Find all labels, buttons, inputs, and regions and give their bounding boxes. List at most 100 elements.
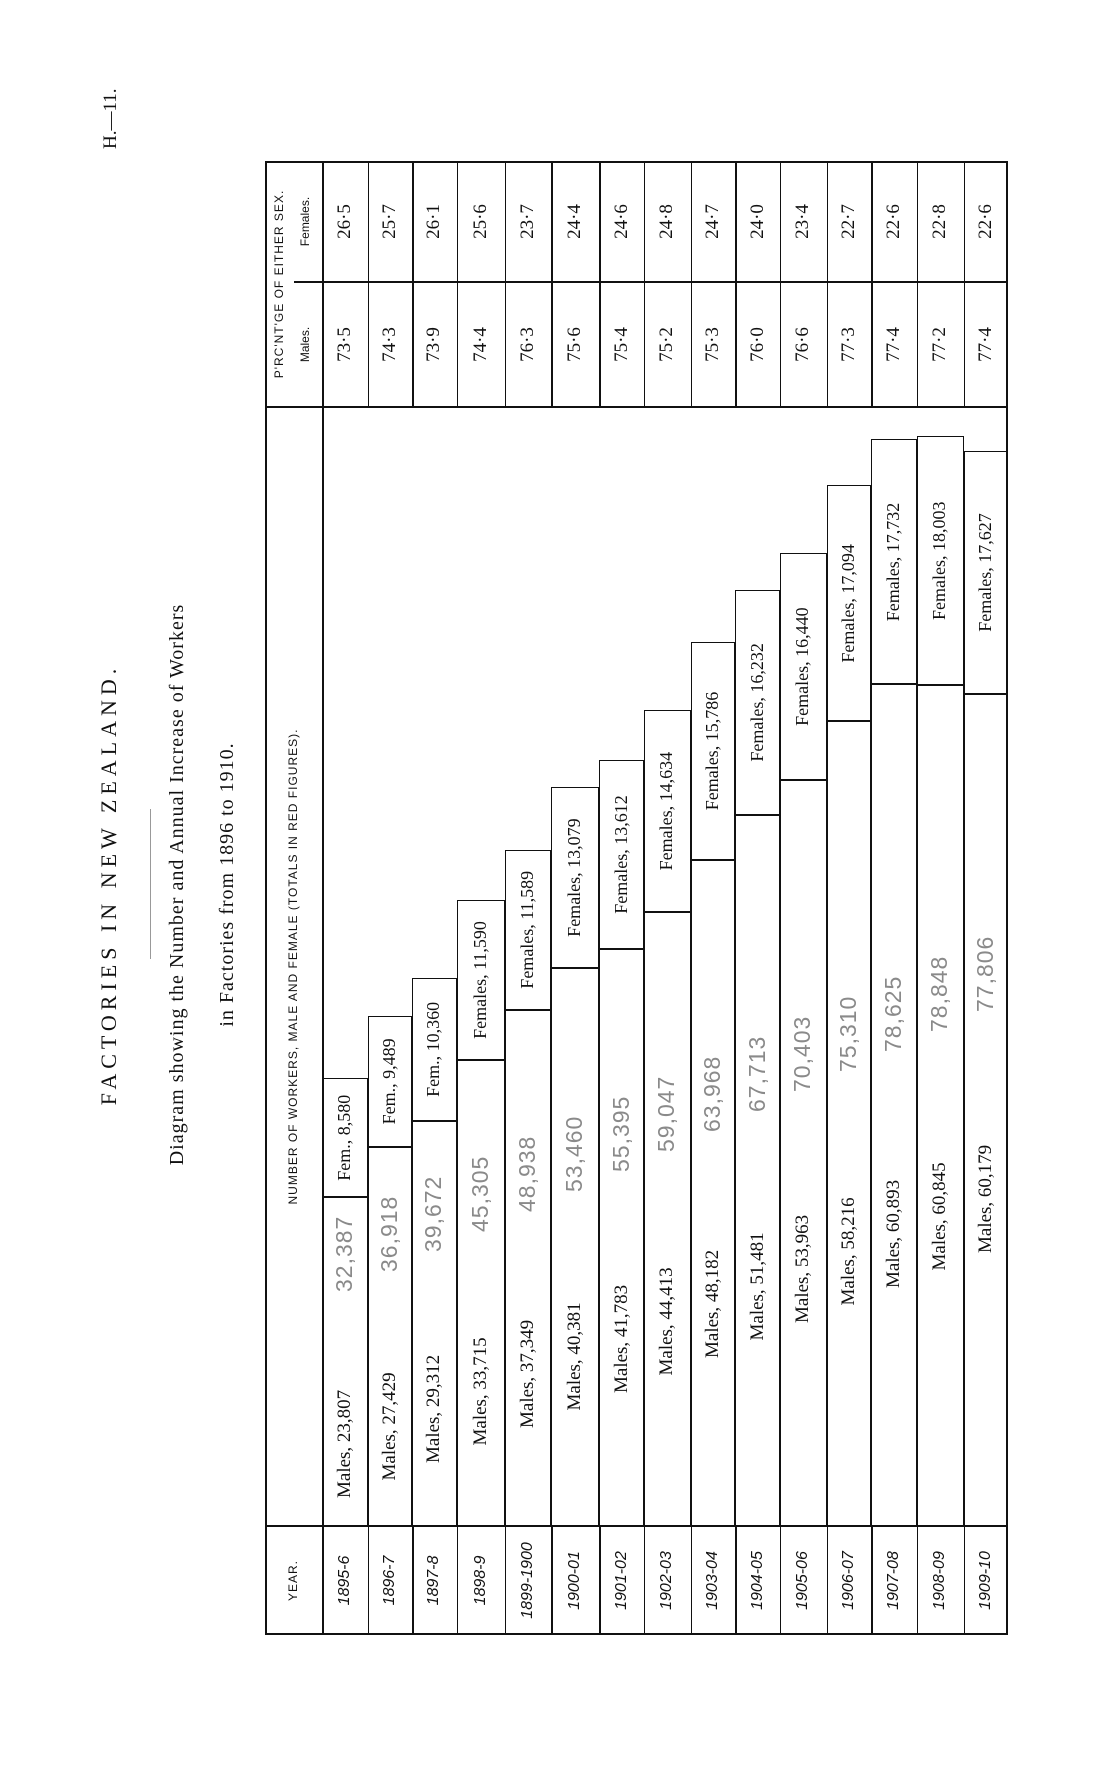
total-label: 78,848 [926,955,953,1032]
males-label: Males, 23,807 [334,1389,356,1498]
percent-males: 75·3 [701,327,723,362]
males-label: Males, 60,893 [882,1179,904,1288]
row-divider [963,161,966,407]
percent-females: 22·7 [837,204,859,239]
year-cell: 1909-10 [976,1551,994,1610]
males-bar [599,948,644,1526]
percent-males: 77·4 [974,327,996,362]
workers-header: NUMBER OF WORKERS, MALE AND FEMALE (TOTA… [286,728,300,1205]
row-divider [504,161,507,407]
females-label: Fem., 9,489 [378,1038,399,1125]
males-label: Males, 29,312 [423,1354,445,1463]
year-cell: 1900-01 [566,1551,584,1610]
row-divider [826,1526,829,1635]
males-bar [871,684,917,1526]
row-divider [412,161,414,407]
total-label: 63,968 [698,1055,725,1132]
row-divider [599,1526,601,1635]
year-cell: 1898-9 [471,1555,489,1606]
row-divider [826,161,829,407]
percent-females-header: Females. [298,196,312,247]
total-label: 67,713 [743,1035,770,1112]
males-label: Males, 44,413 [656,1267,678,1376]
total-label: 45,305 [466,1155,493,1232]
row-divider [735,161,737,407]
year-cell: 1908-09 [931,1551,949,1610]
subtitle-line-2: in Factories from 1896 to 1910. [216,742,238,1027]
row-divider [412,1526,414,1635]
percent-header: P'RC'NT'GE OF EITHER SEX. [272,189,286,379]
percent-males: 74·3 [378,327,400,362]
year-cell: 1895-6 [336,1555,354,1606]
males-label: Males, 37,349 [517,1319,539,1428]
year-cell: 1907-08 [884,1551,902,1610]
row-divider [735,1526,737,1635]
males-label: Males, 48,182 [701,1249,723,1358]
males-bar [779,780,827,1526]
females-label: Fem., 8,580 [334,1094,355,1181]
males-bar [735,814,780,1526]
year-cell: 1901-02 [612,1551,630,1610]
females-label: Females, 13,079 [564,818,585,937]
total-label: 59,047 [653,1075,680,1152]
percent-females: 25·6 [469,204,491,239]
total-label: 32,387 [331,1215,358,1292]
year-cell: 1896-7 [380,1555,398,1606]
total-label: 36,918 [375,1195,402,1272]
row-divider [643,161,646,407]
page-title: FACTORIES IN NEW ZEALAND. [96,663,121,1106]
females-label: Fem., 10,360 [423,1001,444,1097]
percent-males: 73·5 [334,327,356,362]
percent-males: 77·2 [929,327,951,362]
percent-males-header: Males. [298,326,312,363]
year-cell: 1905-06 [794,1551,812,1610]
total-label: 48,938 [514,1135,541,1212]
total-label: 75,310 [834,995,861,1072]
row-divider [504,1526,507,1635]
females-label: Females, 17,627 [974,513,995,632]
year-header: YEAR. [286,1560,300,1602]
year-cell: 1897-8 [425,1555,443,1606]
males-bar [916,685,964,1526]
males-label: Males, 53,963 [792,1214,814,1323]
males-label: Males, 27,429 [378,1372,400,1481]
males-label: Males, 51,481 [746,1232,768,1341]
percent-females: 25·7 [378,204,400,239]
males-bar [551,967,600,1526]
males-label: Males, 40,381 [564,1302,586,1411]
percent-females: 23·4 [792,204,814,239]
year-cell: 1904-05 [748,1551,766,1610]
percent-females: 23·7 [517,204,539,239]
row-divider [916,161,919,407]
percent-males: 76·3 [517,327,539,362]
subtitle-line-1: Diagram showing the Number and Annual In… [166,603,188,1166]
percent-males: 76·0 [746,327,768,362]
row-divider [690,161,693,407]
percent-males: 77·4 [882,327,904,362]
percent-males: 74·4 [469,327,491,362]
year-cell: 1902-03 [658,1551,676,1610]
percent-females: 22·8 [929,204,951,239]
year-cell: 1899-1900 [519,1542,537,1619]
females-label: Females, 14,634 [656,751,677,871]
year-cell: 1906-07 [839,1551,857,1610]
males-label: Males, 60,179 [974,1144,996,1253]
total-label: 55,395 [607,1095,634,1172]
males-bar [690,860,736,1526]
row-divider [963,1526,966,1635]
total-label: 53,460 [561,1115,588,1192]
total-label: 77,806 [971,935,998,1012]
males-bar [826,721,872,1526]
total-label: 78,625 [879,975,906,1052]
percent-females: 24·8 [656,204,678,239]
males-label: Males, 60,845 [929,1162,951,1271]
males-label: Males, 58,216 [837,1197,859,1306]
percent-females: 24·6 [610,204,632,239]
row-divider [871,1526,873,1635]
row-divider [367,1526,370,1635]
females-label: Females, 16,232 [746,643,767,762]
row-divider [367,161,370,407]
females-label: Females, 11,590 [469,921,490,1039]
percent-females: 24·4 [564,204,586,239]
